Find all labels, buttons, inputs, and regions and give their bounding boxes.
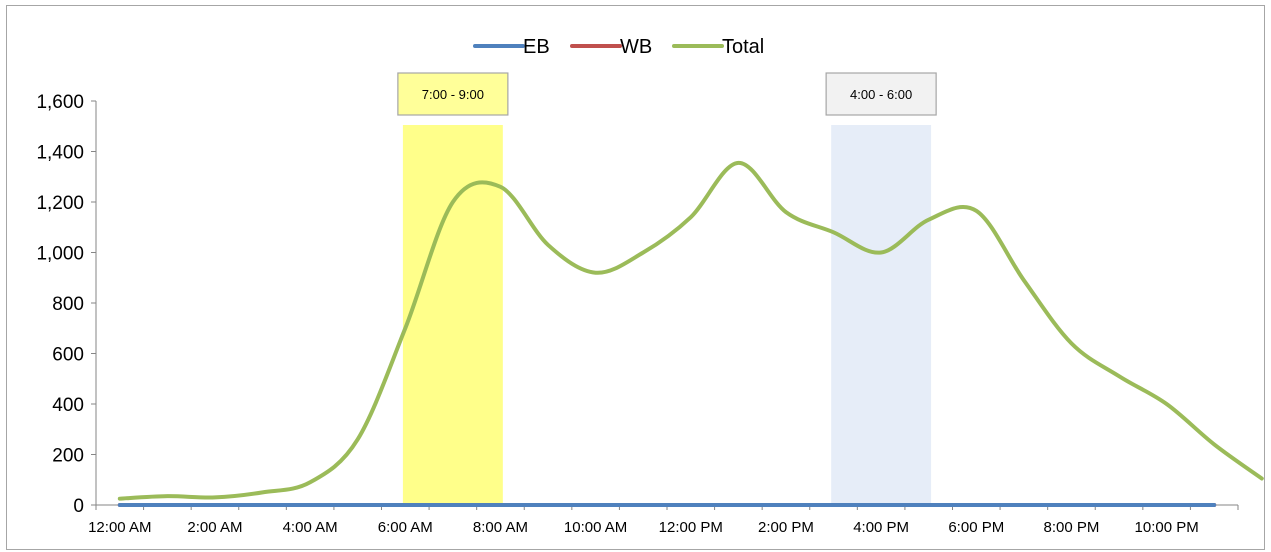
legend: EB WB Total (473, 36, 764, 58)
x-tick-label: 2:00 PM (758, 519, 814, 536)
y-tick-label: 200 (52, 446, 84, 467)
y-tick-label: 800 (52, 294, 84, 315)
x-tick-label: 10:00 PM (1135, 519, 1199, 536)
legend-label-total: Total (722, 36, 764, 58)
y-tick-label: 600 (52, 345, 84, 366)
peak-period-bands (402, 125, 932, 505)
y-tick-label: 1,000 (36, 244, 84, 265)
y-tick-label: 1,200 (36, 193, 84, 214)
peak-band-1 (831, 125, 932, 505)
legend-label-eb: EB (523, 36, 550, 58)
x-tick-label: 8:00 PM (1044, 519, 1100, 536)
legend-label-wb: WB (620, 36, 652, 58)
x-tick-label: 10:00 AM (564, 519, 627, 536)
y-tick-label: 0 (73, 496, 84, 517)
x-tick-label: 6:00 AM (378, 519, 433, 536)
peak-period-labels: 7:00 - 9:00 4:00 - 6:00 (397, 72, 937, 116)
series-lines (117, 160, 1264, 507)
x-tick-label: 8:00 AM (473, 519, 528, 536)
series-line-total (117, 160, 1264, 501)
x-tick-label: 4:00 AM (283, 519, 338, 536)
peak-band-0 (402, 125, 503, 505)
x-tick-label: 6:00 PM (948, 519, 1004, 536)
y-tick-label: 400 (52, 395, 84, 416)
y-tick-label: 1,600 (36, 92, 84, 113)
peak-label-text-1: 4:00 - 6:00 (850, 87, 912, 102)
peak-label-box-0 (397, 72, 509, 116)
peak-label-text-0: 7:00 - 9:00 (422, 87, 484, 102)
x-tick-label: 4:00 PM (853, 519, 909, 536)
x-tick-label: 2:00 AM (187, 519, 242, 536)
x-tick-label: 12:00 AM (88, 519, 151, 536)
x-tick-label: 12:00 PM (659, 519, 723, 536)
peak-label-box-1 (825, 72, 937, 116)
y-tick-label: 1,400 (36, 143, 84, 164)
chart-frame (6, 5, 1265, 550)
axes: 0 200 400 600 800 1,000 1,200 1,400 1,600 12:00 A… (36, 92, 1239, 536)
